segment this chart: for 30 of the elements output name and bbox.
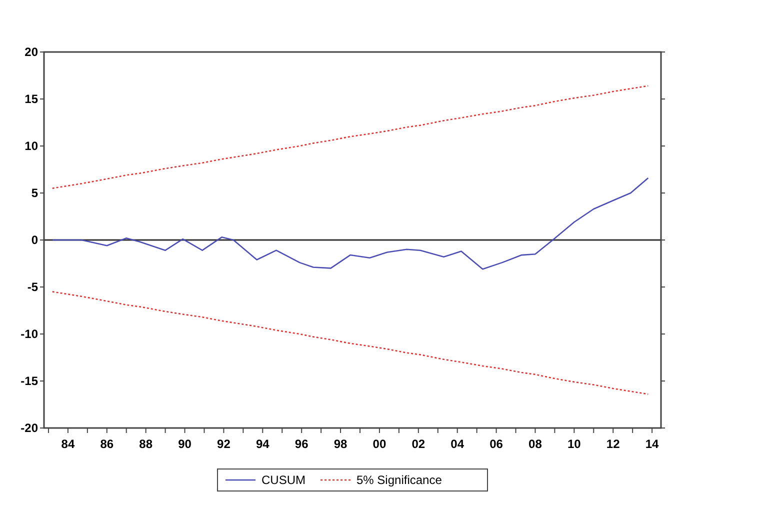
y-tick-label: -5: [27, 280, 38, 294]
x-tick-label: 88: [139, 437, 153, 451]
line-series: [52, 291, 649, 395]
x-tick-label: 04: [450, 437, 464, 451]
x-tick-label: 92: [217, 437, 231, 451]
line-series: [52, 177, 649, 270]
x-tick-label: 08: [528, 437, 542, 451]
x-tick-label: 12: [606, 437, 620, 451]
y-tick-label: 10: [24, 139, 38, 154]
x-tick-label: 10: [567, 437, 582, 451]
x-tick-label: 96: [294, 437, 309, 451]
x-tick-label: 94: [256, 437, 270, 451]
x-tick-label: 86: [100, 437, 114, 451]
legend-label: CUSUM: [262, 473, 306, 488]
x-tick-label: 02: [412, 437, 426, 451]
y-tick-label: -20: [20, 421, 38, 436]
x-tick-label: 14: [645, 437, 660, 451]
x-tick-label: 06: [490, 437, 504, 451]
x-tick-label: 98: [334, 437, 348, 451]
y-tick-label: 5: [31, 186, 38, 200]
x-tick-label: 84: [61, 437, 75, 451]
legend-label: 5% Significance: [356, 473, 442, 488]
y-tick-label: 0: [31, 233, 38, 248]
y-tick-label: -15: [20, 374, 38, 388]
y-tick-label: 20: [24, 45, 38, 60]
x-tick-label: 00: [372, 437, 386, 451]
y-tick-label: 15: [24, 92, 38, 106]
x-tick-label: 90: [178, 437, 192, 451]
line-series: [52, 85, 649, 189]
y-tick-label: -10: [20, 327, 38, 342]
